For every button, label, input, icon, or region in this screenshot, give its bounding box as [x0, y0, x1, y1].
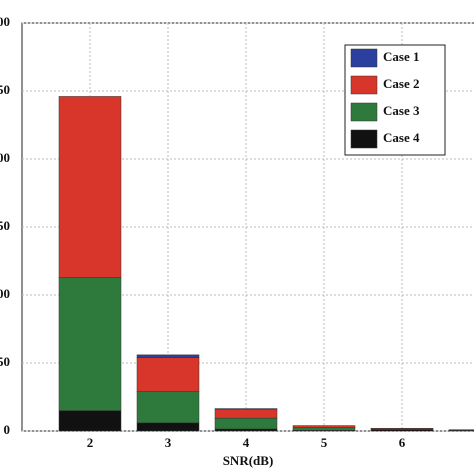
bar-segment [58, 277, 122, 411]
x-tick-label: 2 [87, 435, 94, 450]
legend-swatch [350, 129, 378, 149]
x-axis-label: SNR(dB) [223, 453, 274, 468]
y-tick-label: 150 [0, 218, 10, 233]
legend-label: Case 1 [383, 49, 419, 64]
y-tick-label: 50 [0, 354, 10, 369]
bar-segment [58, 96, 122, 278]
bar-segment [136, 357, 200, 392]
bar-segment [58, 410, 122, 432]
bar-segment [370, 428, 434, 430]
legend-swatch [350, 102, 378, 122]
x-tick-label: 4 [243, 435, 250, 450]
legend-label: Case 3 [383, 103, 420, 118]
x-tick-label: 5 [321, 435, 328, 450]
bar-segment [214, 408, 278, 419]
bar-segment [214, 417, 278, 430]
legend-label: Case 2 [383, 76, 419, 91]
legend-swatch [350, 48, 378, 68]
bar-segment [292, 425, 356, 428]
y-tick-label: 300 [0, 14, 10, 29]
bar-segment [136, 391, 200, 424]
bar-segment [214, 428, 278, 432]
legend-label: Case 4 [383, 130, 420, 145]
y-tick-label: 100 [0, 286, 10, 301]
x-tick-label: 6 [399, 435, 406, 450]
bar-segment [448, 429, 474, 431]
bar-segment [214, 408, 278, 410]
x-tick-label: 3 [165, 435, 172, 450]
y-tick-label: 200 [0, 150, 10, 165]
bar-segment [136, 354, 200, 358]
bar-segment [292, 427, 356, 431]
bar-segment [136, 422, 200, 432]
y-tick-label: 0 [4, 422, 11, 437]
y-tick-label: 250 [0, 82, 10, 97]
bar-segment [448, 430, 474, 432]
legend-swatch [350, 75, 378, 95]
